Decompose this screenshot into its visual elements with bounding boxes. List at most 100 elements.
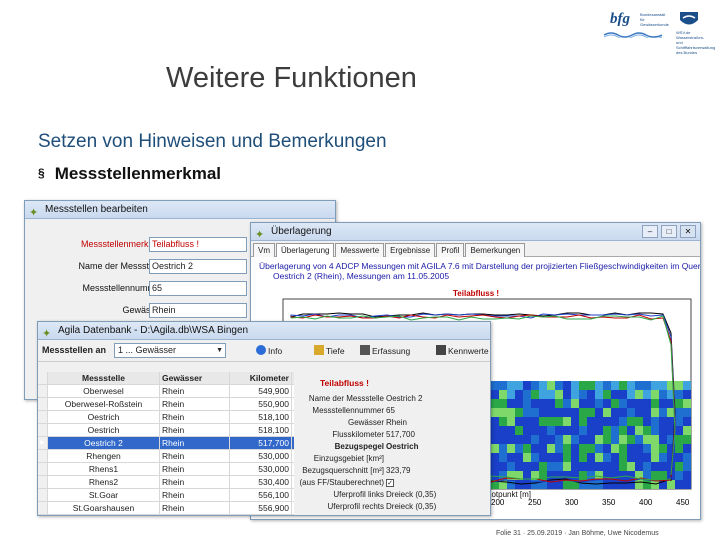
heatmap-cell (491, 390, 499, 399)
info-button[interactable]: Info (256, 345, 282, 356)
column-header-messstelle[interactable]: Messstelle (48, 372, 160, 384)
heatmap-cell (547, 471, 555, 480)
heatmap-cell (619, 462, 627, 471)
heatmap-cell (651, 399, 659, 408)
heatmap-cell (523, 471, 531, 480)
name-field[interactable]: Oestrich 2 (149, 259, 247, 274)
heatmap-cell (539, 444, 547, 453)
wrench-app-icon: ✦ (29, 207, 39, 219)
table-row[interactable]: Rhens1 Rhein 530,000 (38, 463, 294, 476)
heatmap-cell (683, 435, 691, 444)
cell-messstelle: Rhengen (48, 450, 160, 462)
heatmap-cell (587, 399, 595, 408)
toolbar: Messstellen an 1 ... Gewässer ▼ Info Tief… (38, 340, 490, 362)
gewaesser-field[interactable]: Rhein (149, 303, 247, 318)
cell-messstelle: Oberwesel (48, 385, 160, 397)
heatmap-cell (627, 462, 635, 471)
heatmap-cell (619, 444, 627, 453)
heatmap-cell (675, 399, 683, 408)
minimize-icon[interactable]: – (642, 225, 658, 238)
close-icon[interactable]: ✕ (680, 225, 696, 238)
window-title-bar[interactable]: ✦ Messstellen bearbeiten (25, 201, 335, 219)
heatmap-cell (563, 435, 571, 444)
heatmap-cell (507, 462, 515, 471)
heatmap-cell (595, 417, 603, 426)
detail-panel: Teilabfluss ! Name der Messstelle Oestric… (294, 372, 490, 515)
row-pointer-icon (38, 502, 48, 514)
heatmap-cell (539, 471, 547, 480)
column-header-gewaesser[interactable]: Gewässer (160, 372, 230, 384)
heatmap-cell (635, 462, 643, 471)
detail-value: Dreieck (0,35) (386, 490, 437, 499)
checkbox: ✓ (386, 478, 394, 487)
table-row[interactable]: Rhengen Rhein 530,000 (38, 450, 294, 463)
table-row[interactable]: Oberwesel-Roßstein Rhein 550,900 (38, 398, 294, 411)
table-row[interactable]: Oestrich Rhein 518,100 (38, 411, 294, 424)
column-header-kilometer[interactable]: Kilometer (230, 372, 292, 384)
parameters-icon (436, 345, 446, 355)
heatmap-cell (579, 417, 587, 426)
checkbox-box[interactable]: ✓ (386, 479, 394, 487)
heatmap-cell (667, 462, 675, 471)
nummer-field[interactable]: 65 (149, 281, 247, 296)
heatmap-cell (611, 390, 619, 399)
heatmap-cell (611, 444, 619, 453)
heatmap-cell (587, 471, 595, 480)
heatmap-cell (627, 435, 635, 444)
table-row[interactable]: Oestrich Rhein 518,100 (38, 424, 294, 437)
detail-row: Name der Messstelle Oestrich 2 (294, 394, 490, 405)
detail-row: Uferprofil links Dreieck (0,35) (294, 490, 490, 501)
heatmap-cell (603, 480, 611, 489)
tiefe-button[interactable]: Tiefe (314, 345, 345, 356)
table-row[interactable]: St.Goarshausen Rhein 556,900 (38, 502, 294, 515)
tab-profil[interactable]: Profil (436, 243, 465, 257)
heatmap-cell (643, 417, 651, 426)
table-row[interactable]: Oberwesel Rhein 549,900 (38, 385, 294, 398)
tab-ergebnisse[interactable]: Ergebnisse (385, 243, 436, 257)
heatmap-cell (547, 444, 555, 453)
tab-ueberlagerung[interactable]: Überlagerung (276, 243, 335, 257)
kennwerte-button[interactable]: Kennwerte (436, 345, 489, 356)
field-label: Messstellenmerkmal (80, 239, 163, 249)
heatmap-cell (499, 399, 507, 408)
erfassung-button[interactable]: Erfassung (360, 345, 410, 356)
heatmap-cell (531, 408, 539, 417)
heatmap-cell (507, 408, 515, 417)
heatmap-cell (491, 408, 499, 417)
cell-gewaesser: Rhein (160, 437, 230, 449)
bfg-wave-icon (604, 32, 662, 38)
heatmap-cell (627, 426, 635, 435)
window-title-bar[interactable]: ✦ Überlagerung – □ ✕ (251, 223, 700, 241)
tab-messwerte[interactable]: Messwerte (335, 243, 385, 257)
heatmap-cell (555, 462, 563, 471)
order-select[interactable]: 1 ... Gewässer ▼ (114, 343, 226, 358)
tab-bemerkungen[interactable]: Bemerkungen (465, 243, 526, 257)
heatmap-cell (619, 408, 627, 417)
messstellen-table: Messstelle Gewässer Kilometer Oberwesel R… (38, 372, 294, 515)
table-row[interactable]: Rhens2 Rhein 530,400 (38, 476, 294, 489)
heatmap-cell (667, 480, 675, 489)
table-row[interactable]: St.Goar Rhein 556,100 (38, 489, 294, 502)
heatmap-cell (507, 390, 515, 399)
x-tick-label: 450 (676, 498, 690, 507)
heatmap-cell (611, 426, 619, 435)
heatmap-cell (643, 435, 651, 444)
window-title-bar[interactable]: ✦ Agila Datenbank - D:\Agila.db\WSA Bing… (38, 322, 490, 340)
heatmap-cell (667, 390, 675, 399)
heatmap-cell (643, 426, 651, 435)
heatmap-cell (619, 381, 627, 390)
heatmap-cell (547, 462, 555, 471)
maximize-icon[interactable]: □ (661, 225, 677, 238)
heatmap-cell (659, 462, 667, 471)
heatmap-cell (555, 480, 563, 489)
table-row[interactable]: ▶ Oestrich 2 Rhein 517,700 (38, 437, 294, 450)
window-title: Agila Datenbank - D:\Agila.db\WSA Bingen (58, 325, 249, 336)
profile-line (490, 475, 672, 481)
window-title: Messstellen bearbeiten (45, 204, 148, 215)
tab-vm[interactable]: Vm (253, 243, 275, 257)
heatmap-cell (643, 453, 651, 462)
heatmap-cell (643, 390, 651, 399)
heatmap-cell (579, 381, 587, 390)
heatmap-cell (683, 471, 691, 480)
merkmal-field[interactable]: Teilabfluss ! (149, 237, 247, 252)
